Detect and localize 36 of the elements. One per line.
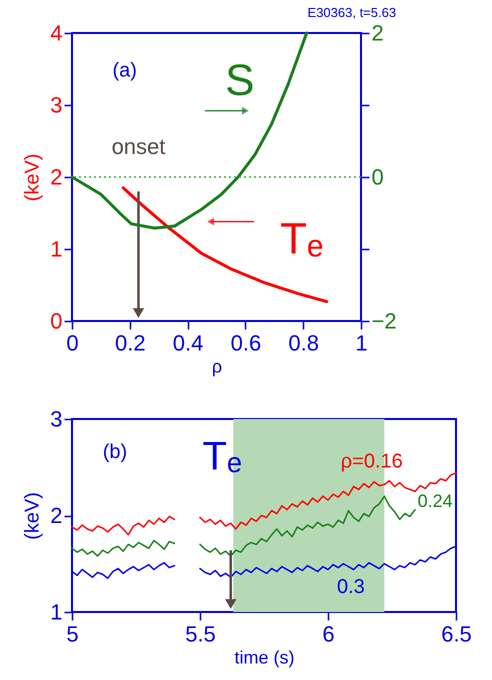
series-label: 0.24 (418, 490, 453, 511)
series-label: 0.3 (336, 576, 365, 598)
x-axis-title: time (s) (234, 648, 294, 668)
x-tick-label: 6.5 (441, 622, 472, 646)
x-tick-label: 6 (322, 622, 335, 646)
x-tick-label: 1 (355, 330, 368, 356)
y-tick-label: 2 (50, 164, 62, 190)
x-tick-label: 0.6 (230, 330, 262, 356)
x-tick-label: 0.8 (288, 330, 319, 356)
x-tick-label: 0.2 (115, 330, 146, 356)
annotation: (b) (102, 440, 128, 463)
x-tick-label: 0.4 (172, 330, 204, 356)
y-tick-label: 0 (50, 308, 62, 334)
y-axis-title: (keV) (21, 154, 44, 202)
ref-line-label: onset (112, 134, 166, 159)
x-tick-label: 5 (66, 622, 79, 646)
y-tick-label: 1 (50, 236, 62, 262)
series-label: ρ=0.16 (340, 450, 403, 472)
y-tick-label: 3 (50, 92, 62, 118)
y-axis-title: (keV) (21, 492, 44, 540)
y2-tick-label: −2 (372, 308, 397, 334)
y-tick-label: 3 (50, 406, 62, 432)
line-series (122, 186, 328, 304)
x-axis-title: ρ (212, 356, 222, 376)
y2-tick-label: 0 (372, 164, 384, 190)
annotation: Tₑ (202, 434, 242, 479)
y-tick-label: 4 (50, 20, 62, 46)
chart-title: E30363, t=5.63 (308, 5, 396, 20)
annotation: (a) (112, 59, 137, 82)
y-tick-label: 2 (50, 503, 62, 528)
x-tick-label: 5.5 (185, 622, 216, 646)
legend-label: Tₑ (280, 214, 324, 264)
y2-tick-label: 2 (372, 20, 384, 46)
series-label: S (225, 56, 255, 105)
x-tick-label: 0 (66, 330, 79, 356)
y-tick-label: 1 (50, 600, 62, 624)
